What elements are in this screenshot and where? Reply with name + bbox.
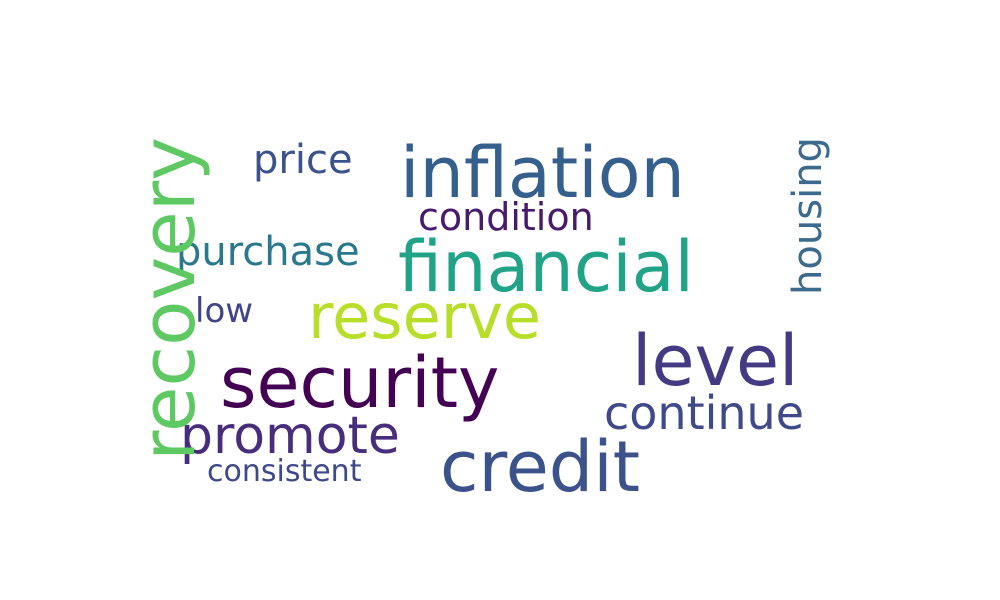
word-consistent: consistent [207, 454, 362, 489]
word-continue: continue [604, 386, 805, 440]
word-condition: condition [418, 195, 594, 239]
word-recovery: recovery [125, 137, 212, 461]
word-low: low [195, 291, 254, 331]
word-financial: financial [398, 226, 694, 308]
word-inflation: inflation [400, 132, 685, 214]
word-purchase: purchase [176, 229, 360, 275]
word-level: level [632, 320, 799, 402]
word-credit: credit [440, 426, 641, 508]
word-reserve: reserve [308, 280, 542, 353]
word-housing: housing [784, 137, 831, 295]
word-security: security [220, 342, 500, 424]
word-promote: promote [180, 406, 400, 466]
word-price: price [253, 137, 353, 183]
